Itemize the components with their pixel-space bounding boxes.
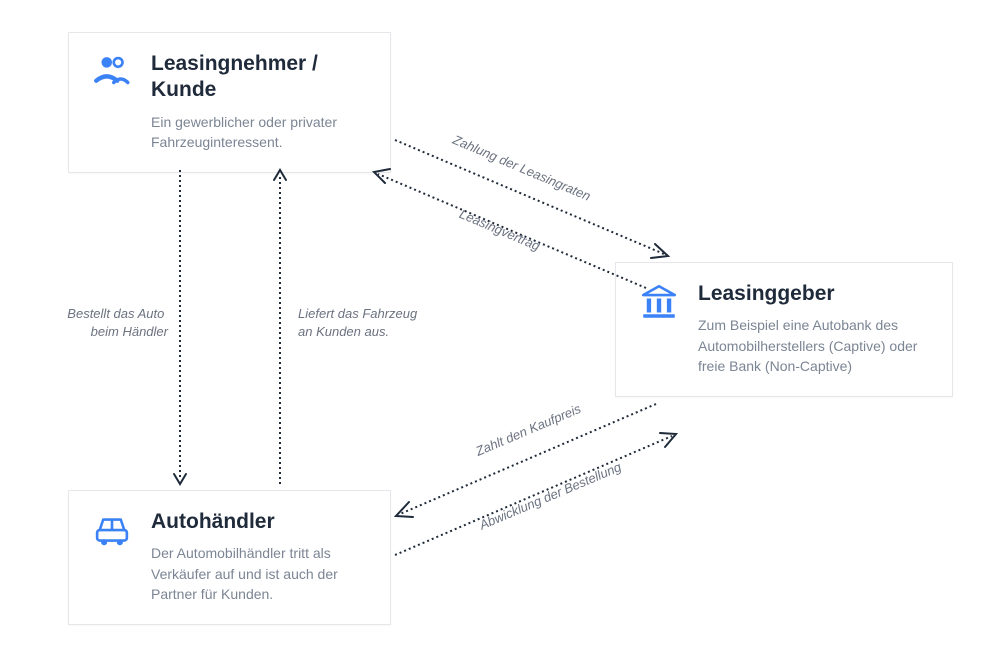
- edge-lessee-lessor-arrow: [651, 244, 668, 258]
- car-icon: [91, 509, 133, 556]
- node-lessee-title: Leasingnehmer / Kunde: [151, 51, 368, 104]
- node-dealer: Autohändler Der Automobilhändler tritt a…: [68, 490, 391, 625]
- edge-lessee-dealer-label: Bestellt das Auto beim Händler: [67, 306, 168, 339]
- node-lessor: Leasinggeber Zum Beispiel eine Autobank …: [615, 262, 953, 397]
- node-lessee: Leasingnehmer / Kunde Ein gewerblicher o…: [68, 32, 391, 173]
- edge-dealer-lessor-line: [395, 436, 672, 555]
- edge-lessor-lessee-line: [378, 174, 646, 288]
- edge-lessor-dealer-arrow: [396, 502, 413, 517]
- node-dealer-desc: Der Automobilhändler tritt als Verkäufer…: [151, 543, 368, 604]
- node-lessor-title: Leasinggeber: [698, 281, 930, 307]
- edge-lessee-lessor-label: Zahlung der Leasingraten: [450, 132, 593, 204]
- node-dealer-title: Autohändler: [151, 509, 368, 535]
- edge-lessor-dealer-line: [400, 404, 656, 514]
- edge-lessee-dealer-arrow: [174, 474, 186, 484]
- people-icon: [91, 51, 133, 98]
- edge-lessor-dealer-label: Zahlt den Kaufpreis: [473, 401, 584, 459]
- edge-dealer-lessor-label: Abwicklung der Bestellung: [476, 459, 624, 533]
- edge-dealer-lessor-arrow: [660, 433, 676, 447]
- node-lessor-desc: Zum Beispiel eine Autobank des Automobil…: [698, 315, 930, 376]
- edge-lessor-lessee-label: Leasingvertrag: [457, 206, 543, 254]
- edge-dealer-lessee-label: Liefert das Fahrzeug an Kunden aus.: [298, 306, 421, 339]
- bank-icon: [638, 281, 680, 328]
- edge-lessee-lessor-line: [395, 140, 664, 254]
- node-lessee-desc: Ein gewerblicher oder privater Fahrzeugi…: [151, 112, 368, 153]
